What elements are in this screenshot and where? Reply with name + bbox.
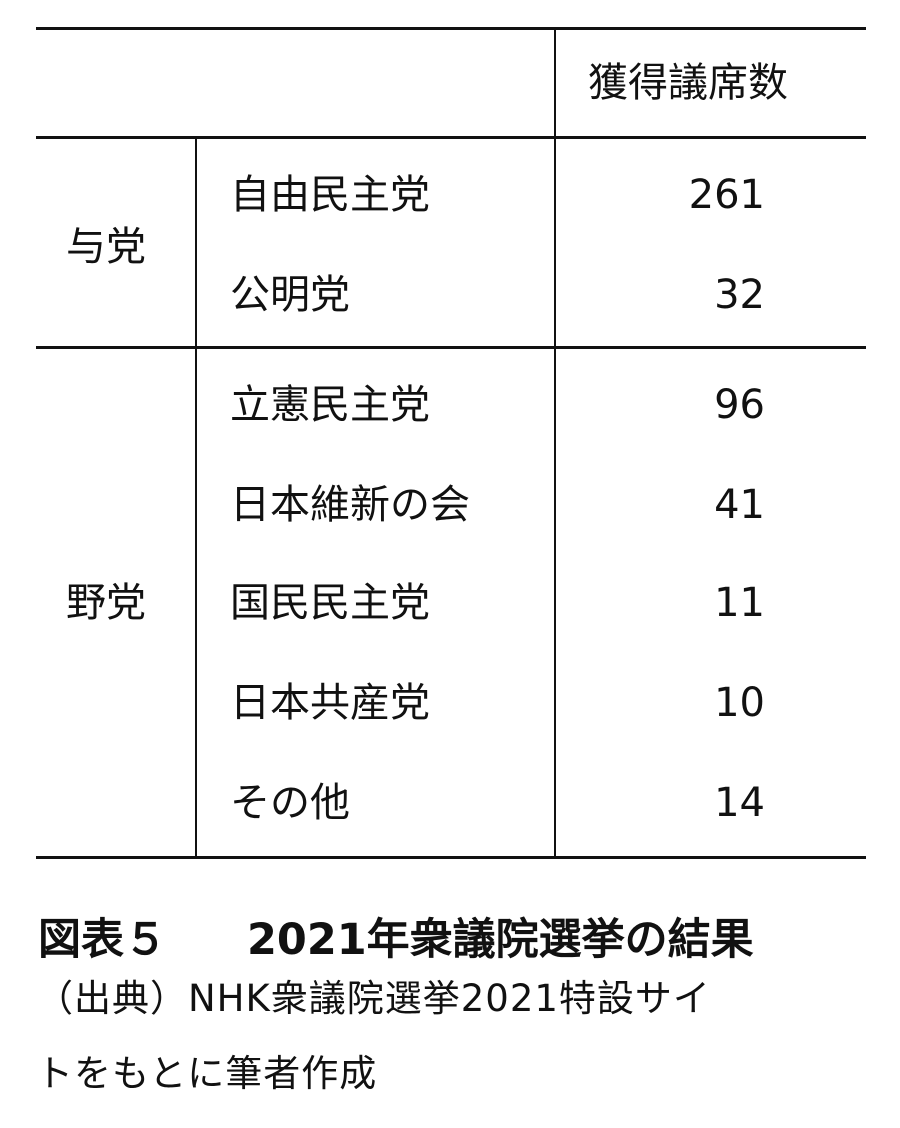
figure-title: 2021年衆議院選挙の結果 xyxy=(247,915,754,965)
header-divider xyxy=(36,136,866,139)
seat-count: 11 xyxy=(714,580,765,626)
group-divider xyxy=(36,346,866,349)
party-name: 日本共産党 xyxy=(230,680,430,726)
seat-count: 96 xyxy=(714,382,765,428)
seat-count: 14 xyxy=(714,780,765,826)
group-column-divider xyxy=(195,137,197,857)
party-name: 日本維新の会 xyxy=(230,482,470,528)
seat-count: 32 xyxy=(714,272,765,318)
party-name: 公明党 xyxy=(230,272,350,318)
table-top-border xyxy=(36,27,866,30)
seat-count: 10 xyxy=(714,680,765,726)
seats-column-header: 獲得議席数 xyxy=(588,60,788,106)
party-name: 国民民主党 xyxy=(230,580,430,626)
group-label-opposition: 野党 xyxy=(66,580,146,626)
seat-count: 41 xyxy=(714,482,765,528)
party-name: 立憲民主党 xyxy=(230,382,430,428)
party-name: その他 xyxy=(230,780,350,826)
party-name: 自由民主党 xyxy=(230,172,430,218)
figure-caption: 図表５ 2021年衆議院選挙の結果 xyxy=(38,905,754,967)
source-note-line-2: トをもとに筆者作成 xyxy=(36,1052,378,1095)
group-label-ruling: 与党 xyxy=(66,224,146,270)
seat-count: 261 xyxy=(688,172,765,218)
table-bottom-border xyxy=(36,856,866,859)
source-note-line-1: （出典）NHK衆議院選挙2021特設サイ xyxy=(36,977,711,1020)
figure-number: 図表５ xyxy=(38,915,167,965)
seats-column-divider xyxy=(554,28,556,857)
